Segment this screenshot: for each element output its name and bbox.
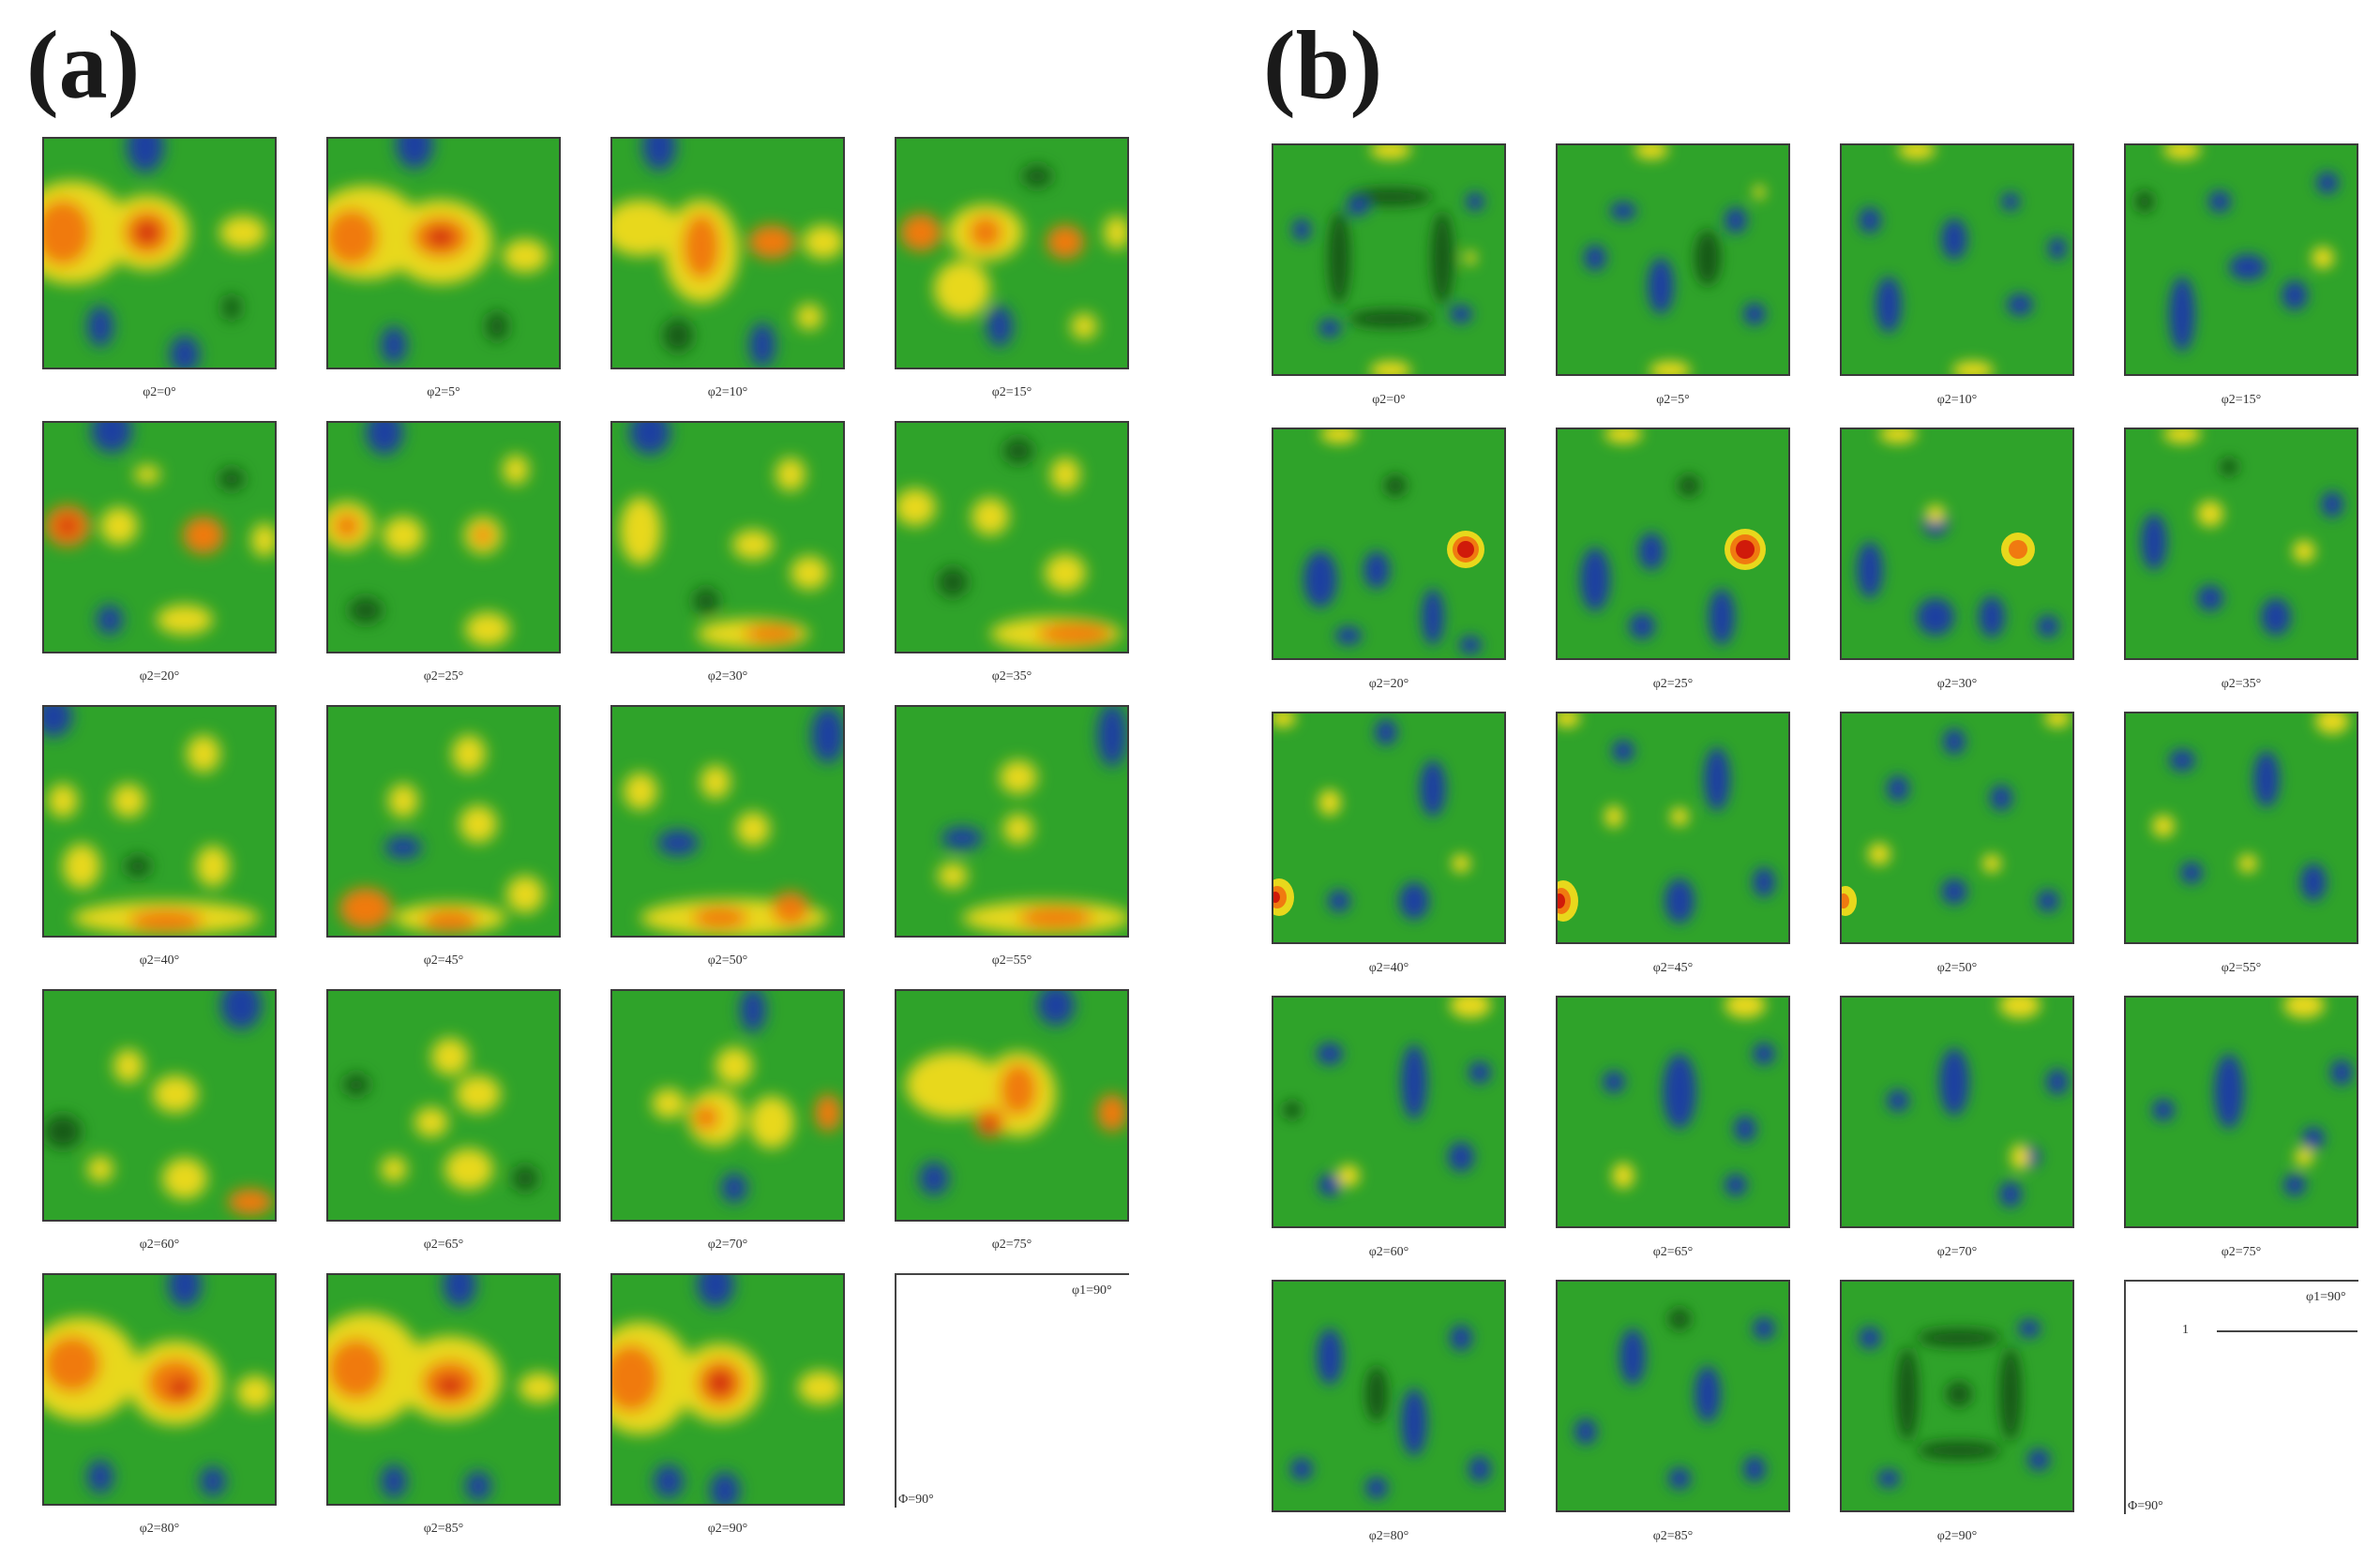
tile-caption: φ2=80°	[1368, 1529, 1409, 1543]
odf-section-b-phi2-30	[1840, 428, 2074, 660]
tile-caption: φ2=65°	[423, 1238, 464, 1252]
tile-caption: φ2=90°	[707, 1522, 748, 1536]
odf-section-b-phi2-80	[1272, 1280, 1506, 1512]
odf-section-a-phi2-45	[326, 705, 561, 938]
panel-b-label: (b)	[1263, 11, 1383, 119]
panel-a-label: (a)	[26, 11, 141, 119]
odf-section-a-phi2-70	[610, 989, 845, 1222]
odf-section-a-phi2-80	[42, 1273, 277, 1506]
tile-caption: φ2=75°	[2221, 1245, 2262, 1259]
odf-section-b-phi2-90	[1840, 1280, 2074, 1512]
odf-section-b-phi2-85	[1556, 1280, 1790, 1512]
odf-section-a-phi2-20	[42, 421, 277, 653]
tile-caption: φ2=25°	[1652, 677, 1694, 691]
odf-section-b-phi2-25	[1556, 428, 1790, 660]
tile-caption: φ2=60°	[1368, 1245, 1409, 1259]
tile-caption: φ2=5°	[427, 385, 460, 399]
odf-section-a-phi2-40	[42, 705, 277, 938]
odf-section-a-phi2-35	[895, 421, 1129, 653]
odf-section-b-phi2-70	[1840, 996, 2074, 1228]
odf-section-a-phi2-90	[610, 1273, 845, 1506]
odf-section-a-phi2-50	[610, 705, 845, 938]
odf-section-b-phi2-60	[1272, 996, 1506, 1228]
tile-caption: φ2=65°	[1652, 1245, 1694, 1259]
tile-caption: φ2=90°	[1936, 1529, 1978, 1543]
tile-caption: φ2=45°	[423, 953, 464, 968]
odf-section-b-phi2-5	[1556, 143, 1790, 376]
tile-caption: φ2=10°	[1936, 393, 1978, 407]
tile-caption: φ2=80°	[139, 1522, 180, 1536]
phi1-label: φ1=90°	[2306, 1290, 2346, 1304]
tile-caption: φ2=85°	[1652, 1529, 1694, 1543]
axes-key-a	[895, 1273, 1129, 1508]
tile-caption: φ2=15°	[991, 385, 1032, 399]
legend-line	[2217, 1330, 2357, 1332]
tile-caption: φ2=15°	[2221, 393, 2262, 407]
tile-caption: φ2=0°	[1372, 393, 1406, 407]
tile-caption: φ2=30°	[707, 669, 748, 683]
odf-section-a-phi2-65	[326, 989, 561, 1222]
odf-section-a-phi2-15	[895, 137, 1129, 369]
legend-value-label: 1	[2182, 1323, 2189, 1337]
tile-caption: φ2=35°	[991, 669, 1032, 683]
panel-a: (a) φ2=0°	[26, 11, 1129, 1536]
tile-caption: φ2=60°	[139, 1238, 180, 1252]
odf-section-a-phi2-60	[42, 989, 277, 1222]
odf-section-b-phi2-20	[1272, 428, 1506, 660]
tile-caption: φ2=45°	[1652, 961, 1694, 975]
odf-section-b-phi2-10	[1840, 143, 2074, 376]
tile-caption: φ2=30°	[1936, 677, 1978, 691]
tile-caption: φ2=55°	[991, 953, 1032, 968]
odf-section-a-phi2-0	[42, 137, 277, 369]
tile-caption: φ2=55°	[2221, 961, 2262, 975]
tile-caption: φ2=25°	[423, 669, 464, 683]
tile-caption: φ2=50°	[707, 953, 748, 968]
tile-caption: φ2=50°	[1936, 961, 1978, 975]
axes-key-b	[2124, 1280, 2358, 1514]
odf-section-a-phi2-5	[326, 137, 561, 369]
odf-section-b-phi2-15	[2124, 143, 2358, 376]
phi-label: Φ=90°	[898, 1493, 934, 1507]
odf-section-b-phi2-0	[1272, 143, 1506, 376]
tile-caption: φ2=40°	[1368, 961, 1409, 975]
tile-caption: φ2=20°	[1368, 677, 1409, 691]
odf-section-b-phi2-45	[1556, 712, 1790, 944]
odf-section-a-phi2-85	[326, 1273, 561, 1506]
tile-caption: φ2=20°	[139, 669, 180, 683]
odf-section-b-phi2-50	[1840, 712, 2074, 944]
phi-label: Φ=90°	[2128, 1499, 2163, 1513]
tile-caption: φ2=0°	[143, 385, 176, 399]
odf-section-b-phi2-55	[2124, 712, 2358, 944]
tile-caption: φ2=75°	[991, 1238, 1032, 1252]
tile-caption: φ2=40°	[139, 953, 180, 968]
odf-section-a-phi2-25	[326, 421, 561, 653]
tile-caption: φ2=10°	[707, 385, 748, 399]
panel-b: (b) φ2=0°	[1190, 0, 2380, 1561]
odf-section-a-phi2-55	[895, 705, 1129, 938]
odf-section-b-phi2-40	[1272, 712, 1506, 944]
tile-caption: φ2=70°	[1936, 1245, 1978, 1259]
tile-caption: φ2=35°	[2221, 677, 2262, 691]
odf-section-a-phi2-75	[895, 989, 1129, 1222]
phi1-label: φ1=90°	[1072, 1283, 1112, 1298]
odf-section-b-phi2-75	[2124, 996, 2358, 1228]
tile-caption: φ2=5°	[1656, 393, 1690, 407]
tile-caption: φ2=70°	[707, 1238, 748, 1252]
odf-section-b-phi2-65	[1556, 996, 1790, 1228]
odf-section-a-phi2-10	[610, 137, 845, 369]
odf-section-b-phi2-35	[2124, 428, 2358, 660]
tile-caption: φ2=85°	[423, 1522, 464, 1536]
odf-section-a-phi2-30	[610, 421, 845, 653]
